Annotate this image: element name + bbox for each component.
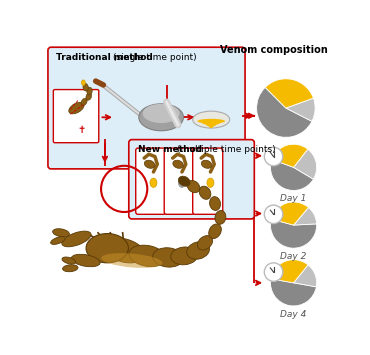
Ellipse shape (193, 111, 230, 128)
Circle shape (273, 214, 274, 215)
FancyBboxPatch shape (164, 148, 194, 214)
Wedge shape (270, 219, 317, 248)
Ellipse shape (69, 102, 84, 114)
Ellipse shape (104, 238, 145, 263)
Ellipse shape (81, 80, 85, 85)
Wedge shape (272, 144, 308, 167)
Ellipse shape (87, 87, 92, 95)
Circle shape (264, 147, 283, 166)
Polygon shape (151, 184, 156, 188)
Text: New method: New method (138, 145, 202, 154)
Ellipse shape (129, 245, 165, 267)
Ellipse shape (153, 248, 184, 267)
Ellipse shape (201, 160, 212, 168)
Circle shape (264, 205, 283, 224)
Ellipse shape (171, 247, 198, 265)
Ellipse shape (178, 176, 190, 186)
Ellipse shape (81, 98, 87, 105)
FancyBboxPatch shape (48, 47, 245, 169)
Wedge shape (293, 149, 317, 179)
Ellipse shape (150, 178, 157, 187)
Circle shape (273, 272, 274, 273)
Ellipse shape (187, 180, 200, 193)
Ellipse shape (215, 211, 226, 224)
Ellipse shape (63, 265, 78, 272)
Text: ✝: ✝ (78, 125, 86, 135)
Ellipse shape (209, 224, 221, 239)
Wedge shape (293, 207, 317, 225)
Ellipse shape (187, 242, 209, 259)
Ellipse shape (53, 229, 70, 237)
Wedge shape (293, 265, 317, 287)
Ellipse shape (83, 83, 88, 91)
Circle shape (273, 156, 274, 157)
Wedge shape (265, 79, 313, 108)
Ellipse shape (202, 120, 221, 125)
Ellipse shape (209, 197, 221, 211)
Ellipse shape (71, 254, 100, 267)
Ellipse shape (173, 160, 183, 168)
FancyBboxPatch shape (193, 148, 223, 214)
Ellipse shape (143, 104, 179, 123)
Circle shape (264, 263, 283, 281)
Text: Day 1: Day 1 (280, 194, 307, 203)
Ellipse shape (207, 178, 214, 187)
Ellipse shape (144, 160, 155, 168)
FancyBboxPatch shape (136, 148, 166, 214)
Polygon shape (179, 184, 184, 188)
Wedge shape (271, 202, 309, 225)
Text: Venom composition: Venom composition (221, 45, 328, 55)
Ellipse shape (139, 104, 184, 131)
FancyBboxPatch shape (53, 89, 99, 143)
Wedge shape (270, 279, 316, 306)
Ellipse shape (101, 253, 162, 268)
Wedge shape (257, 87, 312, 137)
Wedge shape (271, 260, 308, 283)
Ellipse shape (199, 186, 211, 199)
Text: Traditional method: Traditional method (56, 53, 153, 62)
Wedge shape (270, 159, 313, 190)
Ellipse shape (209, 124, 213, 128)
FancyBboxPatch shape (129, 140, 254, 219)
Ellipse shape (178, 178, 185, 187)
Polygon shape (179, 176, 184, 184)
Ellipse shape (86, 93, 92, 100)
Ellipse shape (86, 234, 128, 263)
Ellipse shape (206, 122, 216, 126)
Text: Day 2: Day 2 (280, 252, 307, 261)
Ellipse shape (198, 236, 213, 250)
Text: (single time point): (single time point) (112, 53, 196, 62)
Ellipse shape (197, 119, 225, 124)
Ellipse shape (62, 231, 91, 247)
Wedge shape (286, 98, 315, 121)
Text: (multiple time points): (multiple time points) (176, 145, 275, 154)
Text: Day 4: Day 4 (280, 310, 307, 319)
Polygon shape (208, 184, 213, 188)
Ellipse shape (62, 257, 75, 264)
Ellipse shape (51, 236, 65, 244)
